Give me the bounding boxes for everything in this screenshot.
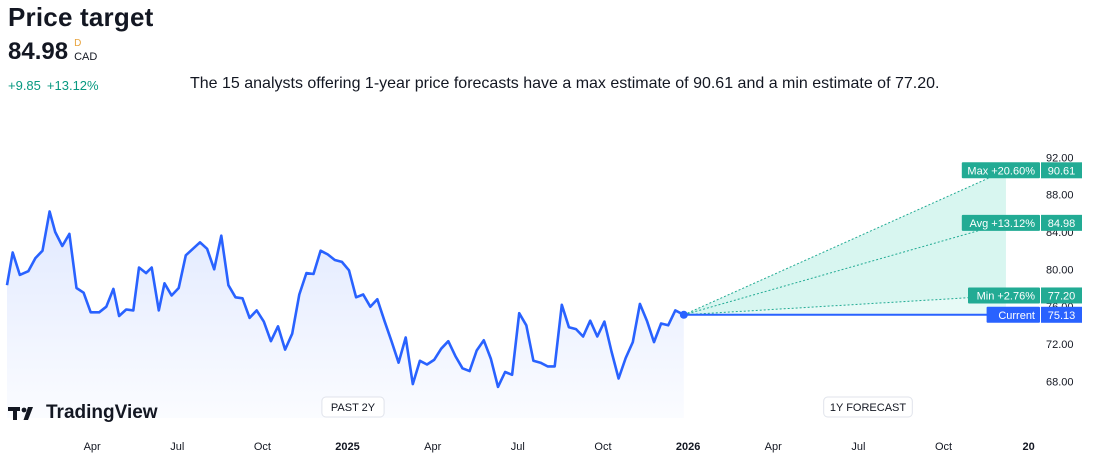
tradingview-logo[interactable]: TradingView — [8, 402, 158, 424]
x-tick-label: 2026 — [676, 441, 700, 453]
price-change: +9.85 +13.12% — [8, 78, 99, 93]
price-block: 84.98 D CAD — [8, 38, 97, 66]
current-price-value-label: 75.13 — [1048, 310, 1076, 322]
x-tick-label: Jul — [851, 441, 865, 453]
change-percent: +13.12% — [46, 78, 99, 93]
forecast-min-tag-bg — [968, 287, 1040, 304]
forecast-max-tag-label: Max +20.60% — [967, 165, 1035, 177]
x-tick-label: Oct — [935, 441, 952, 453]
forecast-period-label: 1Y FORECAST — [830, 402, 906, 414]
y-tick-label: 80.00 — [1046, 264, 1074, 276]
forecast-summary: The 15 analysts offering 1-year price fo… — [190, 75, 940, 92]
x-tick-label: Oct — [594, 441, 611, 453]
x-tick-label: Apr — [84, 441, 101, 453]
x-tick-label: 2025 — [335, 441, 359, 453]
forecast-line-min — [683, 294, 1006, 316]
forecast-avg-tag-label: Avg +13.12% — [969, 218, 1035, 230]
y-tick-label: 72.00 — [1046, 339, 1074, 351]
page-title: Price target — [8, 2, 154, 32]
x-tick-label: Jul — [511, 441, 525, 453]
price-flag: D — [74, 38, 82, 49]
history-area — [7, 211, 684, 418]
y-tick-label: 88.00 — [1046, 190, 1074, 202]
forecast-avg-value-bg — [1041, 214, 1082, 231]
current-price-tag-label: Current — [998, 310, 1035, 322]
forecast-max-value-bg — [1041, 162, 1082, 179]
x-tick-label: Apr — [424, 441, 441, 453]
tradingview-logo-icon — [8, 407, 33, 420]
y-tick-label: 92.00 — [1046, 152, 1074, 164]
current-price-value-bg — [1041, 306, 1082, 323]
price-history-line — [5, 210, 685, 389]
x-tick-label: 20 — [1023, 441, 1035, 453]
price-meta: D CAD — [74, 38, 97, 63]
last-price-dot[interactable] — [679, 310, 688, 319]
forecast-avg-tag-bg — [961, 214, 1040, 231]
forecast-period-label-bg — [823, 396, 913, 418]
forecast-min-value-label: 77.20 — [1048, 290, 1076, 302]
x-tick-label: Apr — [765, 441, 782, 453]
change-absolute: +9.85 — [8, 78, 41, 93]
x-tick-label: Jul — [170, 441, 184, 453]
price-value: 84.98 — [8, 38, 69, 65]
x-tick-label: Oct — [254, 441, 271, 453]
y-tick-label: 68.00 — [1046, 376, 1074, 388]
past-period-label-bg — [321, 396, 385, 418]
current-price-tag-bg — [986, 306, 1040, 323]
forecast-min-value-bg — [1041, 287, 1082, 304]
forecast-max-value-label: 90.61 — [1048, 165, 1076, 177]
forecast-min-tag-label: Min +2.76% — [977, 290, 1036, 302]
forecast-max-tag-bg — [961, 162, 1040, 179]
price-currency: CAD — [74, 51, 98, 63]
logo-text: TradingView — [46, 402, 158, 423]
past-period-label: PAST 2Y — [331, 402, 376, 414]
forecast-line-max — [683, 169, 1007, 316]
forecast-avg-value-label: 84.98 — [1048, 218, 1076, 230]
